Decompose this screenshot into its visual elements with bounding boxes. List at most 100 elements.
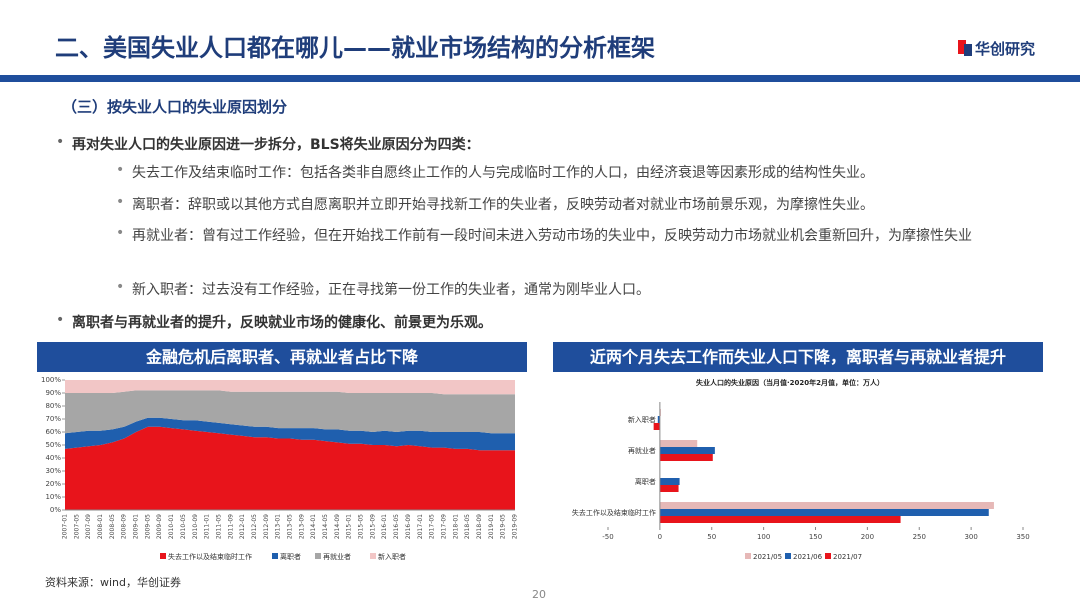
chart-title: 近两个月失去工作而失业人口下降，离职者与再就业者提升: [590, 348, 1006, 367]
x-tick-label: 100: [757, 533, 770, 541]
x-tick-label: 2010-05: [180, 514, 187, 539]
legend-swatch: [745, 553, 751, 559]
y-tick-label: 30%: [45, 467, 61, 475]
area: [65, 426, 515, 510]
x-tick-label: 2012-09: [263, 514, 270, 539]
x-tick-label: 2012-01: [239, 514, 246, 539]
x-tick-label: 2019-09: [512, 514, 519, 539]
legend-swatch: [785, 553, 791, 559]
logo-icon: [964, 44, 972, 56]
x-tick-label: 2009-09: [156, 514, 163, 539]
x-tick-label: 2018-05: [464, 514, 471, 539]
sub-bullet: 失去工作及结束临时工作：包括各类非自愿终止工作的人与完成临时工作的人口，由经济衰…: [132, 165, 874, 181]
bar: [659, 509, 989, 516]
x-tick-label: 200: [861, 533, 874, 541]
bullet-dot: •: [116, 162, 125, 178]
bar: [659, 454, 713, 461]
x-tick-label: 2017-09: [440, 514, 447, 539]
x-tick-label: 2009-05: [144, 514, 151, 539]
page-number: 20: [532, 588, 546, 601]
sub-bullet: 离职者：辞职或以其他方式自愿离职并立即开始寻找新工作的失业者，反映劳动者对就业市…: [132, 197, 874, 213]
legend-swatch: [370, 553, 376, 559]
legend-label: 新入职者: [378, 552, 406, 561]
x-tick-label: 2017-05: [429, 514, 436, 539]
sub-bullet: 新入职者：过去没有工作经验，正在寻找第一份工作的失业者，通常为刚毕业人口。: [132, 282, 650, 298]
y-tick-label: 100%: [41, 376, 61, 384]
y-tick-label: 70%: [45, 415, 61, 423]
section-heading: （三）按失业人口的失业原因划分: [62, 98, 288, 116]
chart-banner: [553, 342, 1043, 372]
source-note: 资料来源：wind，华创证券: [45, 576, 182, 589]
x-tick-label: 2012-05: [251, 514, 258, 539]
x-tick-label: 2014-09: [334, 514, 341, 539]
y-tick-label: 90%: [45, 389, 61, 397]
area: [65, 390, 515, 434]
x-tick-label: 2008-01: [97, 514, 104, 539]
bullet: 离职者与再就业者的提升，反映就业市场的健康化、前景更为乐观。: [72, 315, 492, 331]
x-tick-label: 2018-09: [476, 514, 483, 539]
bullet: 再对失业人口的失业原因进一步拆分，BLS将失业原因分为四类：: [72, 137, 480, 153]
x-tick-label: 50: [707, 533, 716, 541]
logo-icon: [958, 40, 966, 54]
bar: [659, 440, 698, 447]
bullet-dot: •: [56, 312, 65, 328]
x-tick-label: 2019-05: [500, 514, 507, 539]
area: [65, 380, 515, 395]
legend-swatch: [160, 553, 166, 559]
x-tick-label: 2008-05: [109, 514, 116, 539]
chart-subtitle: 失业人口的失业原因（当月值·2020年2月值，单位：万人）: [696, 378, 884, 387]
x-tick-label: 2011-05: [215, 514, 222, 539]
y-tick-label: 0%: [50, 506, 61, 514]
x-tick-label: 2019-01: [488, 514, 495, 539]
bullet-dot: •: [56, 134, 65, 150]
x-tick-label: 0: [658, 533, 662, 541]
chart-banner: [37, 342, 527, 372]
x-tick-label: 2008-09: [121, 514, 128, 539]
category-label: 离职者: [635, 477, 656, 486]
x-tick-label: 2015-09: [369, 514, 376, 539]
x-tick-label: 2013-05: [287, 514, 294, 539]
sub-bullet: 再就业者：曾有过工作经验，但在开始找工作前有一段时间未进入劳动市场的失业中，反映…: [132, 228, 972, 244]
x-tick-label: 2007-09: [85, 514, 92, 539]
x-tick-label: -50: [602, 533, 613, 541]
bar: [653, 423, 660, 430]
x-tick-label: 2015-05: [358, 514, 365, 539]
x-tick-label: 2015-01: [346, 514, 353, 539]
legend-swatch: [825, 553, 831, 559]
legend-label: 2021/07: [833, 553, 862, 561]
x-tick-label: 2007-01: [62, 514, 69, 539]
x-tick-label: 2007-05: [73, 514, 80, 539]
bar: [659, 447, 715, 454]
area: [65, 417, 515, 451]
legend-label: 2021/05: [753, 553, 782, 561]
x-tick-label: 2013-01: [275, 514, 282, 539]
bar: [659, 502, 994, 509]
slide-title: 二、美国失业人口都在哪儿——就业市场结构的分析框架: [55, 34, 655, 62]
legend-swatch: [272, 553, 278, 559]
x-tick-label: 350: [1016, 533, 1029, 541]
bar: [659, 478, 680, 485]
bar: [659, 516, 901, 523]
logo-text: 华创研究: [975, 40, 1036, 58]
x-tick-label: 2016-09: [405, 514, 412, 539]
x-tick-label: 2010-09: [192, 514, 199, 539]
category-label: 新入职者: [628, 415, 656, 424]
x-tick-label: 150: [809, 533, 822, 541]
x-tick-label: 2011-01: [204, 514, 211, 539]
bar: [659, 409, 661, 416]
x-tick-label: 2013-09: [298, 514, 305, 539]
x-tick-label: 2014-05: [322, 514, 329, 539]
x-tick-label: 2017-01: [417, 514, 424, 539]
bullet-dot: •: [116, 194, 125, 210]
bullet-dot: •: [116, 279, 125, 295]
legend-label: 再就业者: [323, 552, 351, 561]
y-tick-label: 50%: [45, 441, 61, 449]
x-tick-label: 2018-01: [452, 514, 459, 539]
header-band: [0, 75, 1080, 82]
category-label: 失去工作以及结束临时工作: [572, 508, 656, 517]
x-tick-label: 300: [964, 533, 977, 541]
legend-label: 2021/06: [793, 553, 823, 561]
y-tick-label: 20%: [45, 480, 61, 488]
